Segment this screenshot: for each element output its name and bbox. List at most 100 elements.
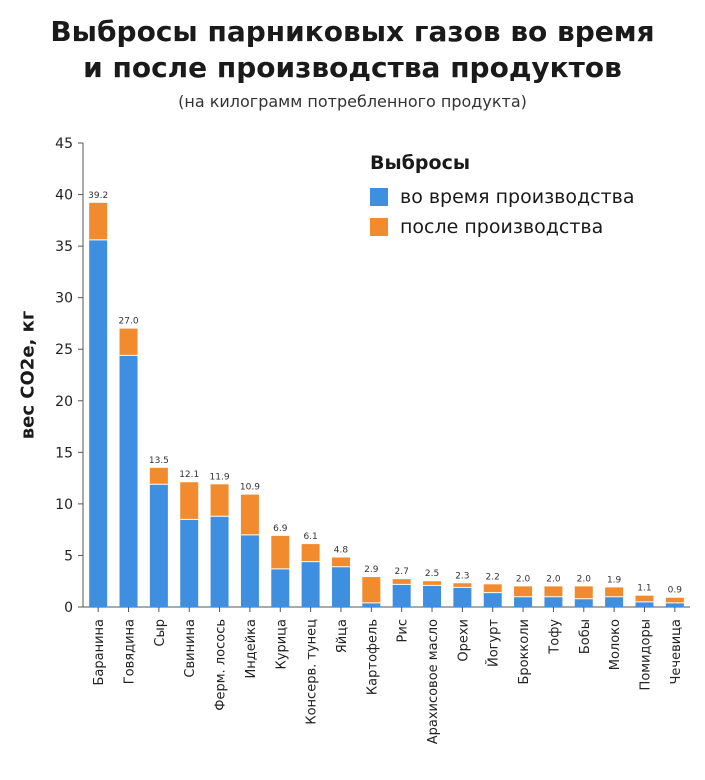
bar-segment-during (392, 584, 411, 607)
legend: Выбросы во время производства после прои… (370, 152, 635, 246)
bar-total-label: 12.1 (179, 470, 199, 480)
bar-segment-after (271, 535, 290, 569)
bar-total-label: 2.0 (516, 574, 531, 584)
y-tick-label: 30 (55, 291, 73, 307)
bar-segment-during (210, 516, 229, 607)
bar-total-label: 2.9 (364, 565, 379, 575)
x-tick-label: Свинина (183, 619, 198, 678)
y-tick-label: 25 (55, 342, 73, 358)
x-tick-label: Баранина (92, 619, 107, 686)
x-tick-label: Тофу (547, 619, 562, 655)
bar-segment-during (544, 596, 563, 607)
x-tick-label: Орехи (456, 619, 471, 662)
bar-segment-after (301, 544, 320, 562)
bar-total-label: 1.1 (637, 584, 651, 594)
y-tick-label: 20 (55, 394, 73, 410)
bar-segment-during (574, 598, 593, 607)
chart-title: Выбросы парниковых газов во время и посл… (0, 14, 705, 86)
bar-segment-during (149, 484, 168, 607)
y-tick-label: 15 (55, 445, 73, 461)
bar-total-label: 2.0 (577, 574, 592, 584)
bar-total-label: 1.9 (607, 575, 622, 585)
bar-segment-during (514, 596, 533, 607)
bar-segment-after (423, 581, 442, 586)
x-tick-label: Говядина (123, 619, 138, 684)
bar-segment-during (180, 519, 199, 607)
bar-total-label: 4.8 (334, 546, 349, 556)
x-tick-label: Йогурт (486, 619, 502, 667)
x-tick-label: Индейка (244, 619, 259, 678)
legend-label-after: после производства (400, 216, 604, 238)
bar-segment-during (271, 568, 290, 607)
bar-segment-after (119, 328, 138, 356)
x-tick-label: Помидоры (638, 619, 653, 690)
bar-total-label: 0.9 (668, 586, 683, 596)
bar-segment-after (635, 595, 654, 602)
legend-title: Выбросы (370, 152, 471, 174)
x-tick-label: Бобы (578, 619, 593, 654)
bar-total-label: 6.9 (273, 524, 288, 534)
x-tick-label: Ферм. лосось (214, 619, 229, 711)
bar-total-label: 39.2 (88, 191, 108, 201)
y-tick-label: 40 (55, 188, 73, 204)
y-tick-label: 45 (55, 136, 73, 152)
bar-segment-during (453, 587, 472, 607)
legend-swatch-during (370, 188, 388, 206)
bar-segment-during (605, 596, 624, 607)
x-tick-label: Молоко (608, 619, 623, 670)
legend-item-after: после производства (370, 216, 635, 238)
bar-segment-during (483, 592, 502, 607)
bar-segment-after (574, 586, 593, 599)
bar-segment-during (240, 534, 259, 607)
bar-segment-after (331, 557, 350, 567)
chart-title-line-2: и после производства продуктов (83, 51, 622, 84)
bar-total-label: 27.0 (119, 317, 139, 327)
bar-segment-during (89, 239, 108, 607)
y-tick-label: 10 (55, 497, 73, 513)
x-tick-label: Чечевица (669, 619, 684, 685)
legend-item-during: во время производства (370, 186, 635, 208)
bar-total-label: 10.9 (240, 483, 260, 493)
bar-total-label: 2.3 (455, 571, 469, 581)
x-tick-label: Брокколи (517, 619, 532, 685)
bar-segment-during (665, 602, 684, 607)
y-tick-label: 35 (55, 239, 73, 255)
y-tick-label: 0 (64, 600, 73, 616)
bar-total-label: 13.5 (149, 456, 169, 466)
bar-segment-after (483, 584, 502, 593)
bar-total-label: 11.9 (210, 472, 230, 482)
bar-segment-during (423, 585, 442, 607)
bar-segment-during (635, 601, 654, 607)
bar-segment-after (240, 494, 259, 535)
x-tick-label: Картофель (365, 619, 380, 695)
bar-segment-during (119, 355, 138, 607)
chart-subtitle: (на килограмм потребленного продукта) (178, 92, 527, 111)
x-tick-label: Рис (396, 619, 411, 642)
bar-segment-after (210, 484, 229, 517)
bar-segment-after (665, 597, 684, 603)
bar-segment-after (392, 579, 411, 585)
y-tick-label: 5 (64, 548, 73, 564)
x-tick-label: Яйца (335, 619, 350, 653)
legend-label-during: во время производства (400, 186, 635, 208)
bar-segment-during (301, 561, 320, 607)
bar-segment-after (180, 482, 199, 520)
bar-total-label: 2.0 (546, 574, 561, 584)
bar-segment-after (514, 586, 533, 597)
x-tick-label: Арахисовое масло (426, 619, 441, 744)
chart-title-line-1: Выбросы парниковых газов во время (50, 15, 655, 48)
bar-segment-after (605, 587, 624, 597)
bar-segment-after (453, 583, 472, 588)
bar-segment-during (331, 566, 350, 607)
x-tick-label: Сыр (153, 619, 168, 647)
x-tick-label: Курица (274, 619, 289, 669)
x-tick-label: Консерв. тунец (305, 619, 320, 725)
bar-total-label: 2.2 (486, 572, 500, 582)
legend-swatch-after (370, 218, 388, 236)
bar-total-label: 2.7 (395, 567, 409, 577)
bar-segment-after (89, 202, 108, 240)
bar-total-label: 2.5 (425, 569, 439, 579)
bar-segment-during (362, 602, 381, 607)
bar-segment-after (362, 577, 381, 603)
